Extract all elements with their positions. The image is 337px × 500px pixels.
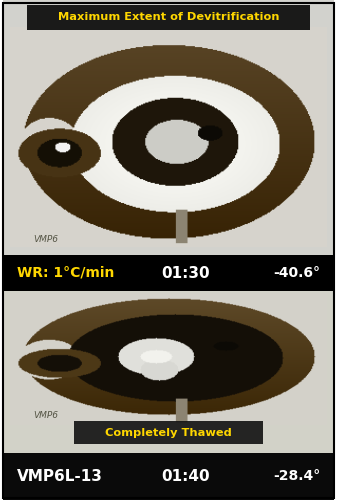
Bar xyxy=(3,255,334,291)
Text: 01:30: 01:30 xyxy=(161,266,210,280)
Text: -40.6°: -40.6° xyxy=(273,266,320,280)
Text: Completely Thawed: Completely Thawed xyxy=(105,428,232,438)
Bar xyxy=(3,291,334,452)
Bar xyxy=(74,421,263,444)
Bar xyxy=(3,0,334,255)
Text: -28.4°: -28.4° xyxy=(273,469,320,483)
Text: WR: 1°C/min: WR: 1°C/min xyxy=(17,266,114,280)
Bar xyxy=(3,452,334,500)
Text: 01:40: 01:40 xyxy=(161,469,210,484)
Text: Maximum Extent of Devitrification: Maximum Extent of Devitrification xyxy=(58,12,279,22)
Bar xyxy=(27,5,310,30)
Text: VMP6: VMP6 xyxy=(34,235,59,244)
Text: VMP6: VMP6 xyxy=(34,411,59,420)
Text: VMP6L-13: VMP6L-13 xyxy=(17,469,103,484)
